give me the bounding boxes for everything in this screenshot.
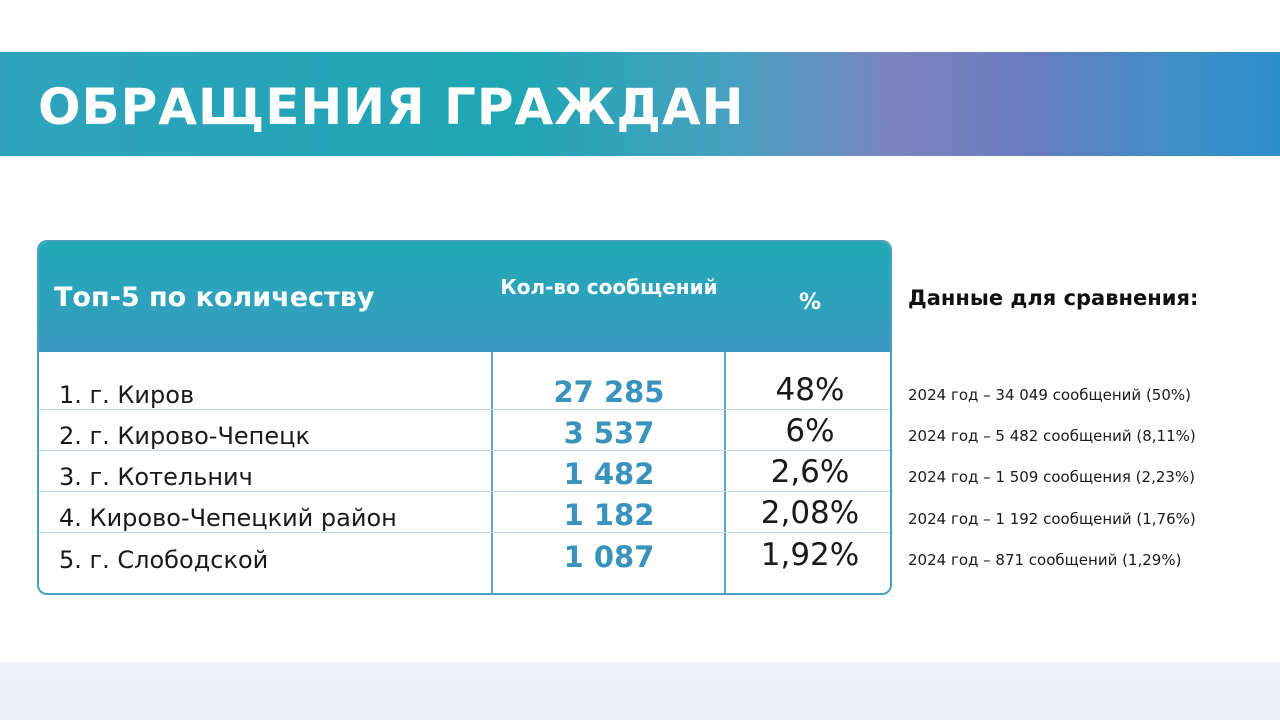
comparison-title: Данные для сравнения: (908, 286, 1199, 310)
row-name: 5. г. Слободской (59, 546, 269, 574)
header-percent-label: % (798, 290, 822, 315)
row-percent: 48% (775, 372, 845, 408)
row-count: 1 182 (563, 498, 655, 532)
row-name: 2. г. Кирово-Чепецк (59, 422, 310, 450)
row-percent: 2,08% (760, 495, 860, 531)
comparison-item: 2024 год – 1 192 сообщений (1,76%) (908, 510, 1196, 528)
top5-table: Топ-5 по количеству Кол-во сообщений % 1… (37, 240, 892, 595)
row-count: 1 087 (563, 540, 655, 574)
page-title: ОБРАЩЕНИЯ ГРАЖДАН (38, 78, 745, 136)
comparison-item: 2024 год – 1 509 сообщения (2,23%) (908, 468, 1196, 486)
comparison-item: 2024 год – 871 сообщений (1,29%) (908, 551, 1182, 569)
row-percent: 2,6% (770, 454, 850, 490)
row-count: 3 537 (563, 416, 655, 450)
table-row: 4. Кирово-Чепецкий район 1 182 2,08% (39, 492, 890, 533)
row-count: 27 285 (553, 375, 665, 409)
header-label: Топ-5 по количеству (54, 282, 375, 313)
header-count-label: Кол-во сообщений (500, 275, 718, 299)
row-name: 3. г. Котельнич (59, 463, 253, 491)
table-header: Топ-5 по количеству Кол-во сообщений % (39, 242, 890, 352)
row-count: 1 482 (563, 457, 655, 491)
column-divider (724, 352, 726, 593)
table-row: 3. г. Котельнич 1 482 2,6% (39, 451, 890, 492)
table-row: 5. г. Слободской 1 087 1,92% (39, 533, 890, 574)
row-percent: 6% (785, 413, 835, 449)
row-name: 1. г. Киров (59, 381, 195, 409)
row-name: 4. Кирово-Чепецкий район (59, 504, 397, 532)
table-row: 1. г. Киров 27 285 48% (39, 369, 890, 410)
comparison-item: 2024 год – 5 482 сообщений (8,11%) (908, 427, 1196, 445)
table-row: 2. г. Кирово-Чепецк 3 537 6% (39, 410, 890, 451)
column-divider (491, 352, 493, 593)
title-banner: ОБРАЩЕНИЯ ГРАЖДАН (0, 52, 1280, 156)
row-percent: 1,92% (760, 537, 860, 573)
comparison-item: 2024 год – 34 049 сообщений (50%) (908, 386, 1191, 404)
footer-band (0, 662, 1280, 720)
